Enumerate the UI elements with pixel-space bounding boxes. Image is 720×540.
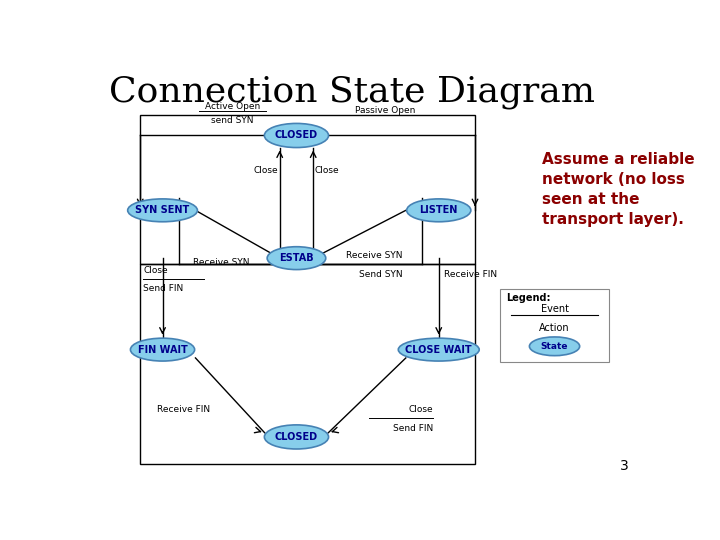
Text: Connection State Diagram: Connection State Diagram (109, 75, 595, 109)
Text: CLOSED: CLOSED (275, 432, 318, 442)
Text: SYN SENT: SYN SENT (135, 205, 189, 215)
Text: Receive SYN: Receive SYN (193, 258, 250, 267)
Ellipse shape (529, 337, 580, 356)
Text: Close: Close (143, 266, 168, 275)
Text: Receive FIN: Receive FIN (444, 271, 498, 279)
Text: FIN WAIT: FIN WAIT (138, 345, 187, 355)
Ellipse shape (267, 247, 325, 269)
Text: CLOSE WAIT: CLOSE WAIT (405, 345, 472, 355)
Text: Send FIN: Send FIN (143, 285, 184, 293)
Text: 3: 3 (620, 459, 629, 473)
Text: Close: Close (408, 405, 433, 414)
Text: Passive Open: Passive Open (355, 106, 415, 115)
FancyBboxPatch shape (500, 289, 609, 362)
Text: Send SYN: Send SYN (359, 270, 402, 279)
Text: ESTAB: ESTAB (279, 253, 314, 263)
Text: LISTEN: LISTEN (420, 205, 458, 215)
Text: Close: Close (253, 166, 278, 176)
Ellipse shape (130, 338, 194, 361)
Ellipse shape (407, 199, 471, 222)
Ellipse shape (264, 425, 328, 449)
Text: Close: Close (315, 166, 339, 176)
Text: State: State (541, 342, 568, 351)
Text: Event: Event (541, 304, 569, 314)
Text: CLOSED: CLOSED (275, 131, 318, 140)
Text: Receive FIN: Receive FIN (157, 405, 210, 414)
Text: Action: Action (539, 322, 570, 333)
Ellipse shape (264, 124, 328, 147)
Ellipse shape (127, 199, 197, 222)
Text: Receive SYN: Receive SYN (346, 251, 402, 260)
Text: Send FIN: Send FIN (393, 424, 433, 433)
Text: Legend:: Legend: (505, 294, 550, 303)
Text: Assume a reliable
network (no loss
seen at the
transport layer).: Assume a reliable network (no loss seen … (542, 152, 695, 226)
Ellipse shape (398, 338, 480, 361)
Text: send SYN: send SYN (211, 116, 253, 125)
Text: Active Open: Active Open (204, 102, 260, 111)
